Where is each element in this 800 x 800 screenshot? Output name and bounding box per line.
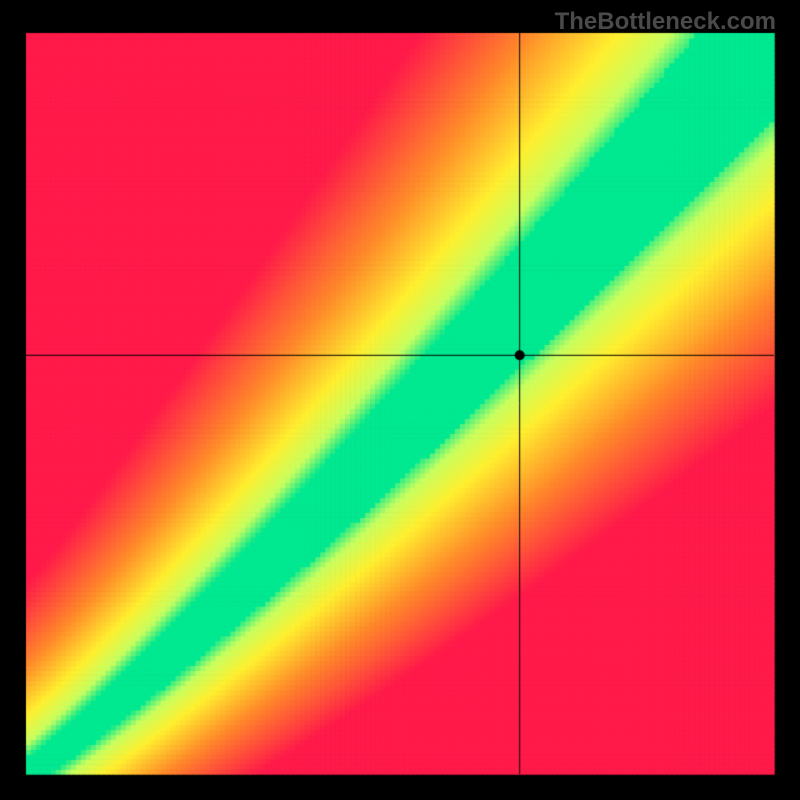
bottleneck-chart-container: TheBottleneck.com [0, 0, 800, 800]
bottleneck-heatmap-canvas [0, 0, 800, 800]
watermark-text: TheBottleneck.com [555, 8, 776, 36]
